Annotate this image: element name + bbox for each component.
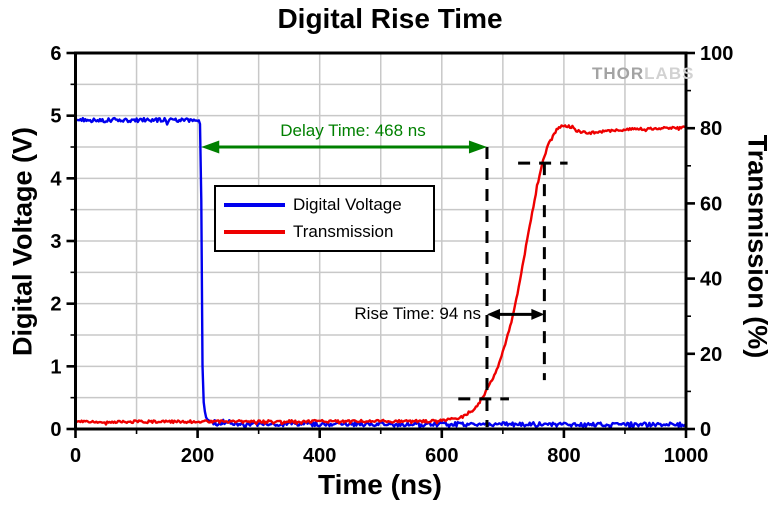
x-tick-label: 600 bbox=[425, 445, 458, 467]
left-tick-label: 3 bbox=[50, 231, 61, 253]
left-tick-label: 1 bbox=[50, 356, 61, 378]
right-tick-label: 40 bbox=[700, 269, 722, 291]
x-tick-label: 400 bbox=[303, 445, 336, 467]
x-tick-label: 1000 bbox=[664, 445, 709, 467]
left-tick-label: 5 bbox=[50, 106, 61, 128]
legend-item-digital-voltage: Digital Voltage bbox=[224, 195, 433, 215]
right-tick-label: 60 bbox=[700, 193, 722, 215]
x-axis-title: Time (ns) bbox=[318, 469, 442, 500]
right-axis-title: Transmission (%) bbox=[742, 134, 773, 359]
thorlabs-watermark: THORLABS bbox=[592, 64, 694, 84]
left-tick-label: 6 bbox=[50, 43, 61, 65]
delay-time-annotation: Delay Time: 468 ns bbox=[280, 121, 426, 140]
watermark-thor: THOR bbox=[592, 64, 645, 83]
rise-arrow-head-left bbox=[486, 308, 500, 320]
right-tick-label: 0 bbox=[700, 419, 711, 441]
watermark-labs: LABS bbox=[644, 64, 695, 83]
left-tick-label: 4 bbox=[50, 168, 62, 190]
legend-line-sample-red bbox=[224, 230, 285, 235]
delay-arrow-head-left bbox=[201, 140, 220, 154]
x-tick-label: 800 bbox=[547, 445, 580, 467]
right-tick-label: 20 bbox=[700, 344, 722, 366]
rise-time-annotation: Rise Time: 94 ns bbox=[354, 304, 481, 323]
legend-item-transmission: Transmission bbox=[224, 222, 433, 242]
x-tick-label: 200 bbox=[181, 445, 214, 467]
x-tick-label: 0 bbox=[70, 445, 81, 467]
left-tick-label: 2 bbox=[50, 294, 61, 316]
left-axis-title: Digital Voltage (V) bbox=[7, 127, 38, 357]
rise-arrow-head-right bbox=[531, 308, 545, 320]
delay-arrow-head-right bbox=[468, 140, 487, 154]
legend-label: Digital Voltage bbox=[293, 194, 402, 214]
legend-box: Digital Voltage Transmission bbox=[214, 185, 435, 252]
legend-label: Transmission bbox=[293, 222, 394, 242]
series-path-transmission bbox=[75, 124, 687, 426]
legend-line-sample-blue bbox=[224, 202, 285, 207]
right-tick-label: 100 bbox=[700, 43, 733, 65]
right-tick-label: 80 bbox=[700, 118, 722, 140]
left-tick-label: 0 bbox=[50, 419, 61, 441]
chart-title: Digital Rise Time bbox=[277, 3, 503, 34]
